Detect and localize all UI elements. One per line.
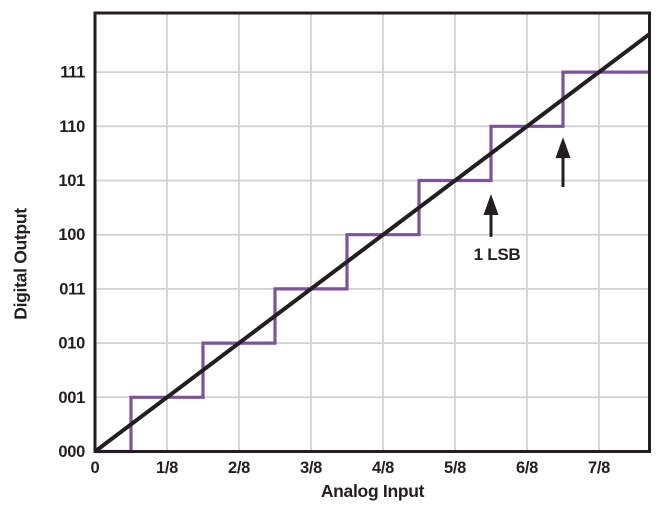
- y-tick-label: 111: [60, 64, 85, 82]
- x-tick-label: 5/8: [444, 459, 466, 477]
- x-tick-label: 4/8: [372, 459, 394, 477]
- plot-border: [93, 11, 651, 453]
- y-axis-title: Digital Output: [10, 208, 31, 320]
- x-axis-title: Analog Input: [320, 481, 425, 501]
- x-tick-label: 3/8: [300, 459, 322, 477]
- x-tick-label: 7/8: [588, 459, 610, 477]
- y-tick-label: 010: [58, 335, 85, 353]
- x-tick-label: 6/8: [516, 459, 538, 477]
- y-tick-label: 101: [58, 172, 85, 190]
- x-tick-label: 2/8: [228, 459, 250, 477]
- quantization-staircase: [95, 70, 650, 454]
- lsb-annotation-label: 1 LSB: [474, 245, 521, 264]
- y-tick-label: 001: [58, 389, 85, 407]
- lsb-arrow: [483, 194, 499, 237]
- x-tick-label: 1/8: [156, 459, 178, 477]
- y-tick-label: 100: [58, 226, 85, 244]
- arrow-up-icon: [483, 194, 499, 216]
- y-tick-label: 000: [58, 443, 85, 461]
- x-tick-label: 0: [91, 459, 100, 477]
- arrow-up-icon: [555, 137, 571, 159]
- y-tick-label: 011: [59, 280, 85, 298]
- lsb-arrow: [555, 137, 571, 188]
- ideal-transfer-line: [93, 32, 651, 454]
- grid-lines: [95, 13, 650, 452]
- y-tick-label: 110: [59, 118, 85, 136]
